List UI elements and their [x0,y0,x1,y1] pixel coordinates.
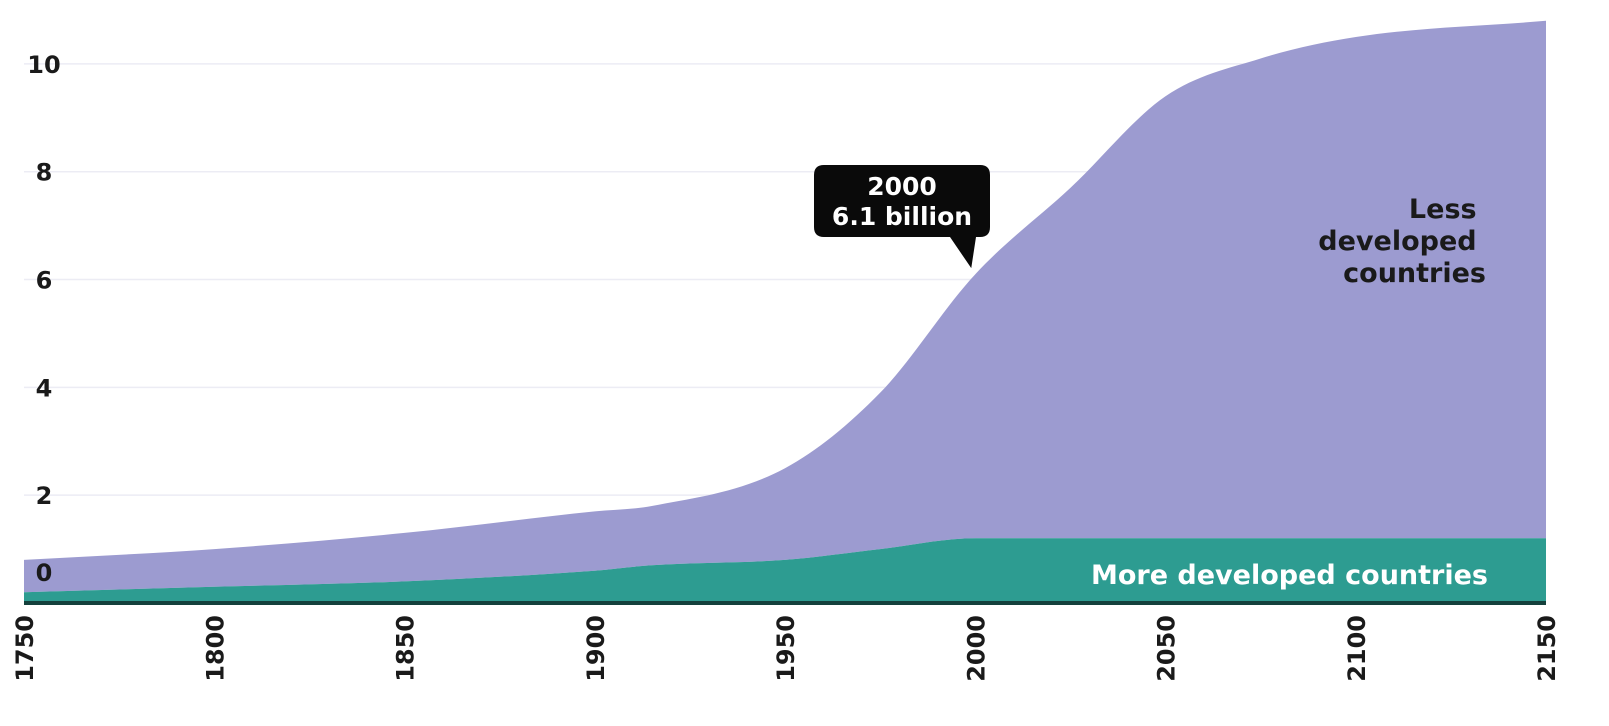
y-tick-4: 4 [36,374,53,402]
series-label-less-line-2: developed [1318,226,1476,257]
x-tick-2050: 2050 [1153,615,1181,682]
series-labels: Less developed countries More developed … [1091,194,1488,591]
series-label-less-developed: Less developed countries [1318,194,1486,289]
x-tick-2100: 2100 [1343,615,1371,682]
y-axis-ticks: 0 2 4 6 8 10 [27,51,60,587]
annotation-bubble [814,165,990,269]
area-more-developed [24,538,1546,603]
series-label-less-line-1: Less [1409,194,1477,225]
y-tick-8: 8 [36,159,53,187]
annotation-value: 6.1 billion [832,202,972,231]
annotation-callout: 2000 6.1 billion [814,165,990,269]
area-less-developed [24,20,1546,593]
x-axis-ticks: 1750 1800 1850 1900 1950 2000 2050 2100 2150 [11,615,1561,682]
y-tick-6: 6 [36,267,53,295]
x-tick-1750: 1750 [11,615,39,682]
series-label-more-developed: More developed countries [1091,560,1488,591]
y-tick-2: 2 [36,482,53,510]
y-tick-10: 10 [27,51,60,79]
x-tick-1900: 1900 [582,615,610,682]
y-tick-0: 0 [36,559,53,587]
x-tick-1950: 1950 [772,615,800,682]
series-label-less-line-3: countries [1343,258,1486,289]
area-series [24,20,1546,603]
x-tick-2150: 2150 [1533,615,1561,682]
annotation-year: 2000 [867,172,937,201]
x-tick-1850: 1850 [392,615,420,682]
x-tick-1800: 1800 [201,615,229,682]
x-tick-2000: 2000 [962,615,990,682]
